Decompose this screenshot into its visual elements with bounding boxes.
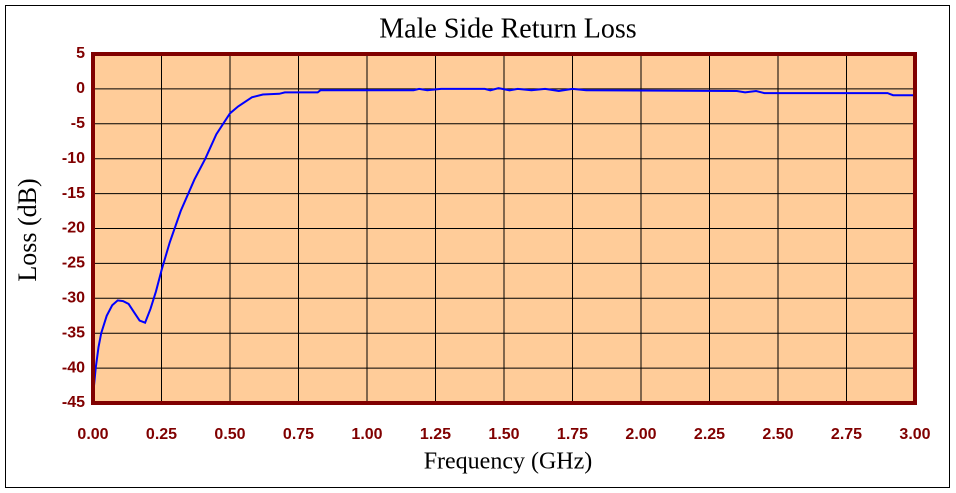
x-tick-label: 0.00 [77, 426, 108, 443]
y-tick-label: -25 [62, 255, 85, 272]
y-tick-label: -15 [62, 185, 85, 202]
y-axis-label: Loss (dB) [13, 178, 42, 281]
x-tick-label: 1.00 [351, 426, 382, 443]
x-tick-label: 2.00 [625, 426, 656, 443]
x-tick-label: 2.75 [831, 426, 862, 443]
x-tick-label: 0.50 [214, 426, 245, 443]
y-tick-label: -40 [62, 359, 85, 376]
y-tick-label: -5 [71, 115, 85, 132]
y-tick-label: 0 [76, 80, 85, 97]
x-tick-label: 1.75 [557, 426, 588, 443]
x-tick-label: 2.25 [694, 426, 725, 443]
x-tick-label: 1.25 [420, 426, 451, 443]
x-tick-label: 0.75 [283, 426, 314, 443]
y-tick-label: -30 [62, 290, 85, 307]
x-tick-label: 2.50 [762, 426, 793, 443]
y-tick-label: -45 [62, 394, 85, 411]
x-tick-label: 1.50 [488, 426, 519, 443]
plot-border [91, 52, 917, 405]
y-tick-label: 5 [76, 45, 85, 62]
data-line [92, 87, 915, 397]
x-tick-label: 3.00 [899, 426, 930, 443]
chart-title: Male Side Return Loss [379, 13, 636, 44]
x-axis-label: Frequency (GHz) [424, 449, 593, 475]
y-tick-label: -35 [62, 324, 85, 341]
x-tick-label: 0.25 [146, 426, 177, 443]
y-tick-label: -10 [62, 150, 85, 167]
y-tick-label: -20 [62, 220, 85, 237]
